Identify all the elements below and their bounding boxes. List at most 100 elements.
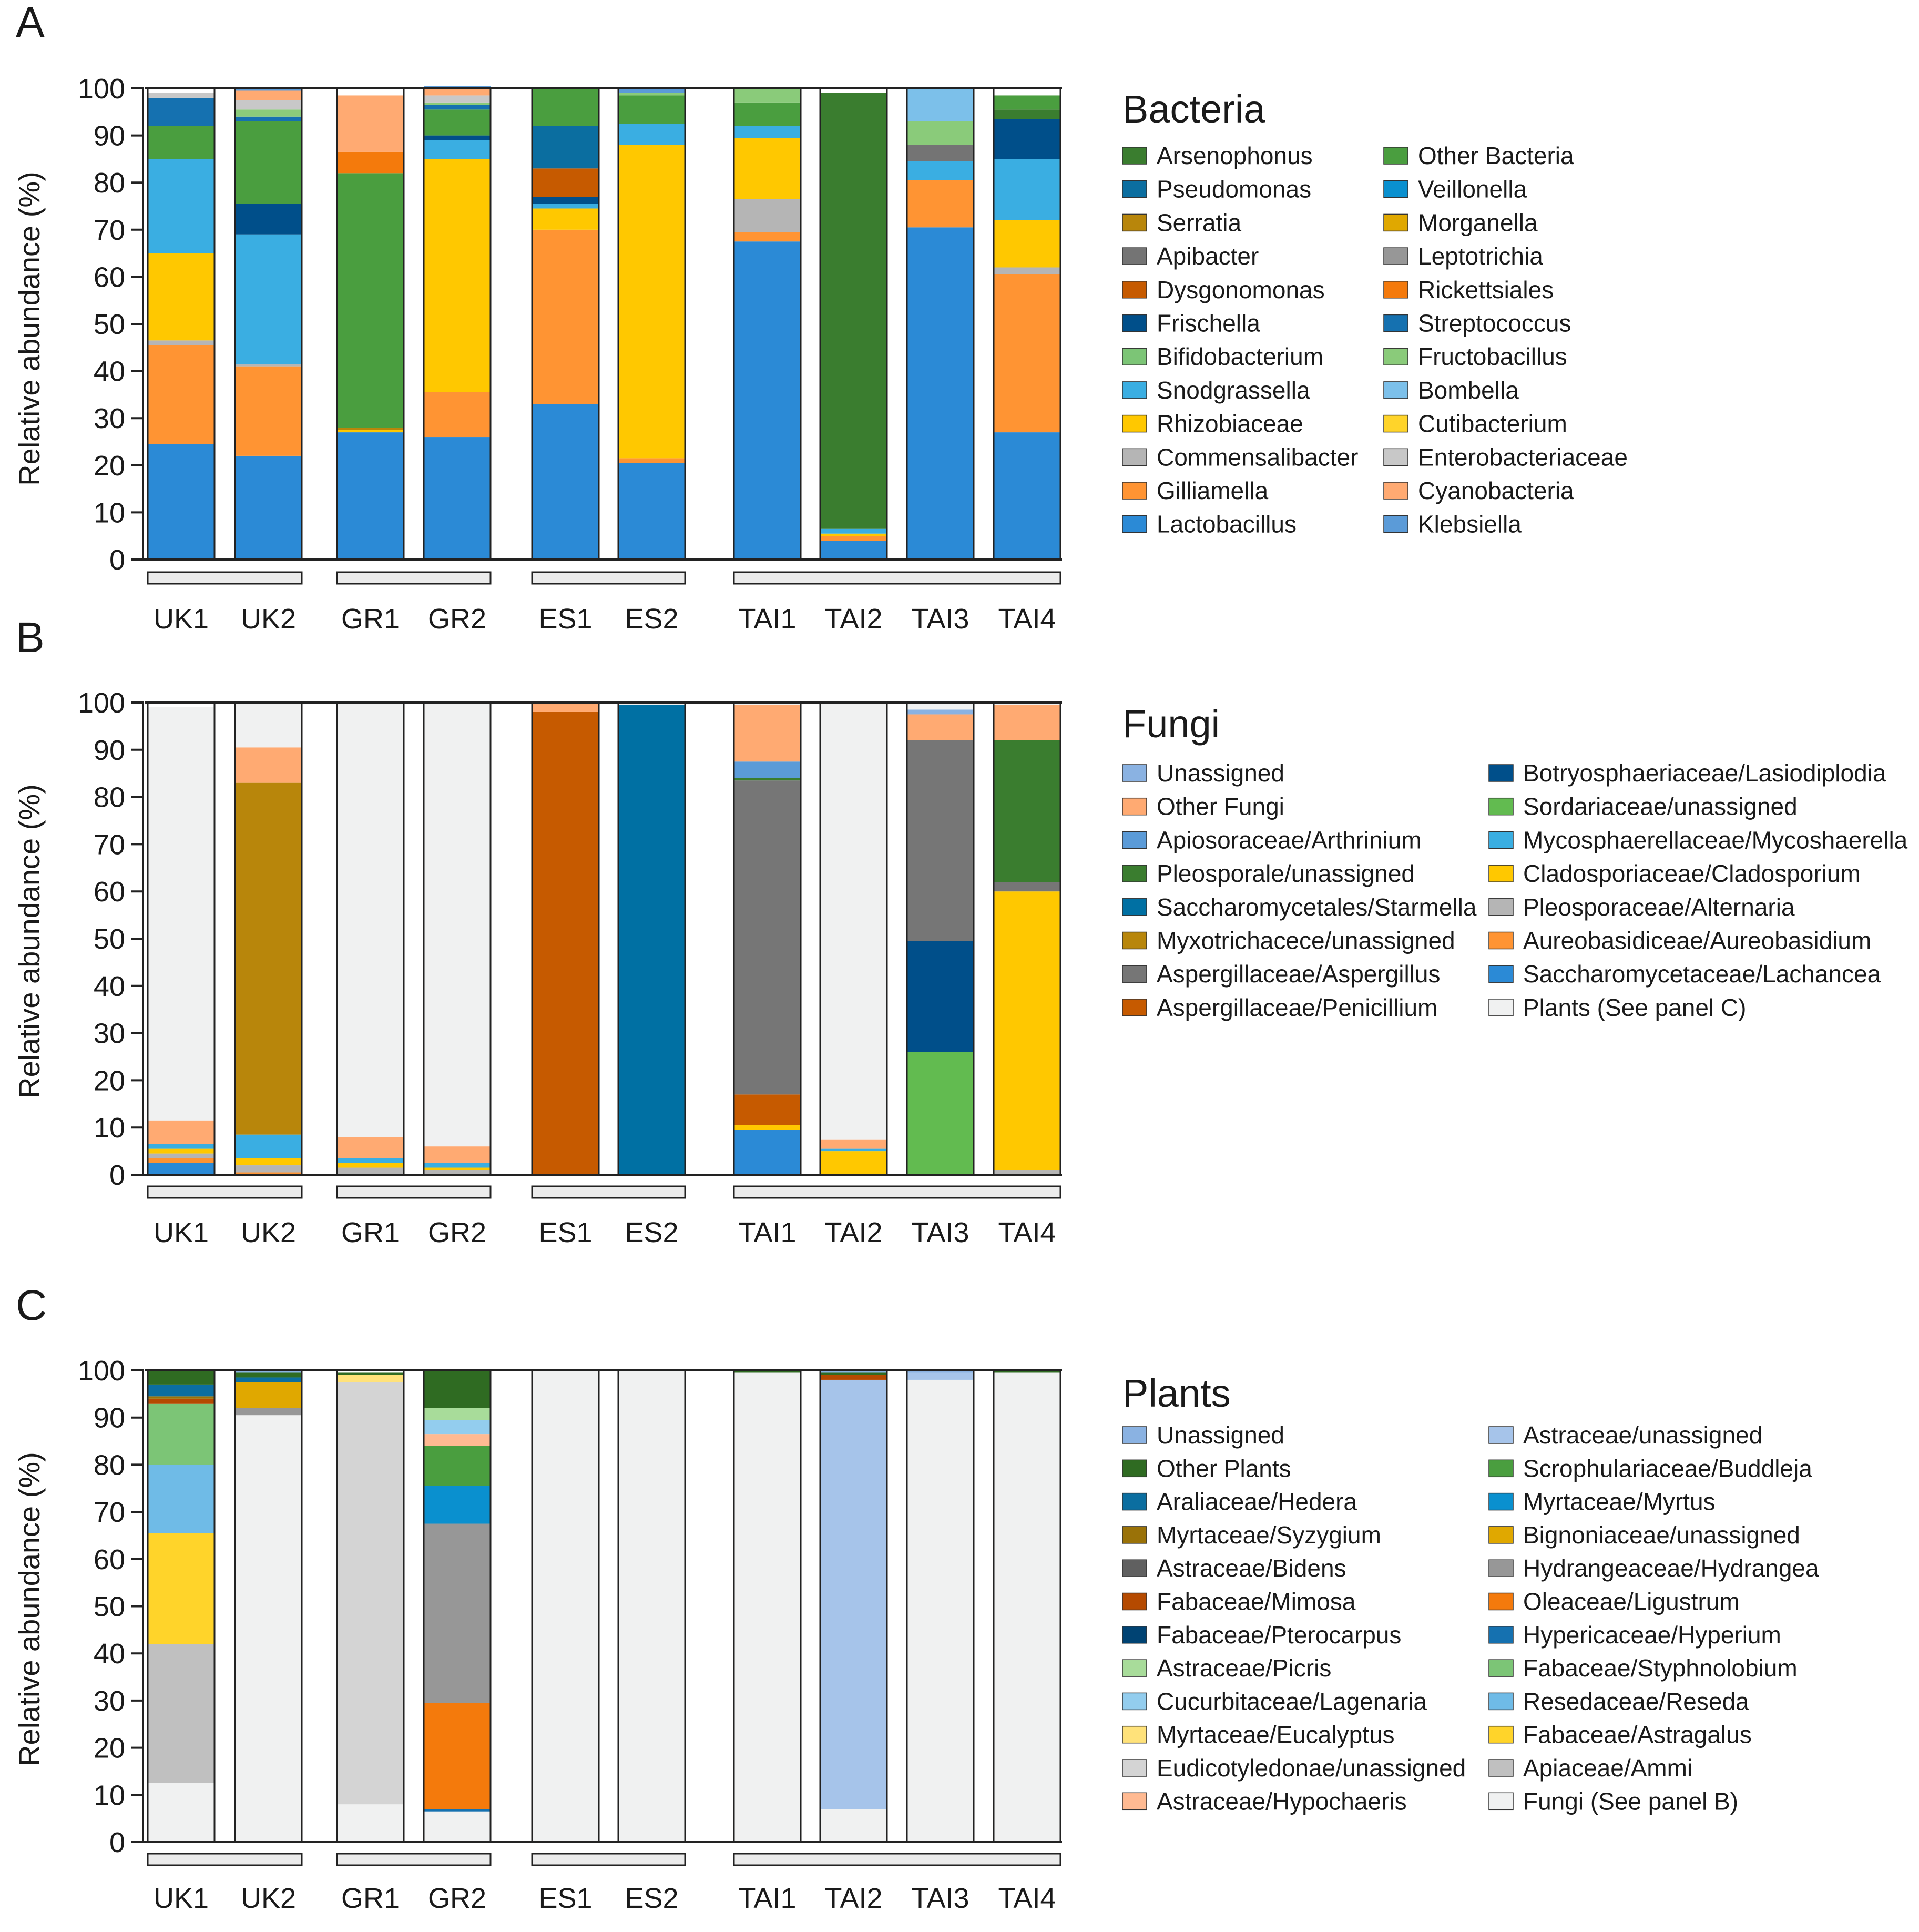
panel-b-y-tick-label: 10 [94,1112,125,1144]
segment-fungi-see-panel-b [235,1415,302,1842]
panel-b-bar-uk1 [147,701,216,1176]
legend-swatch-eudicotyledonae-unassigned [1122,1759,1147,1777]
legend-swatch-astraceae-unassigned [1488,1426,1514,1444]
legend-swatch-mycosphaerellaceae-mycoshaerella [1488,831,1514,849]
panel-b-group-brackets [147,1185,1061,1199]
legend-swatch-other-bacteria [1383,147,1408,165]
panel-c-y-ticks: 0 10 20 30 40 50 60 70 80 90 100 [78,1355,144,1858]
panel-c-legend-item: Astraceae/Picris [1122,1654,1331,1682]
panel-c-y-tick-label: 90 [94,1402,125,1434]
panel-c-legend-item: Fabaceae/Astragalus [1488,1721,1752,1748]
legend-swatch-rickettsiales [1383,281,1408,299]
segment-fungi-see-panel-b [907,1379,974,1842]
panel-a-y-tick-label: 90 [94,120,125,152]
panel-b-legend-item: Aspergillaceae/Penicillium [1122,994,1437,1021]
legend-swatch-dysgonomonas [1122,281,1147,299]
legend-label-cutibacterium: Cutibacterium [1418,410,1567,438]
segment-other-fungi [337,1137,404,1158]
panel-a-letter: A [16,0,45,46]
legend-label-unassigned: Unassigned [1157,759,1284,787]
segment-aspergillaceae-penicillium [532,711,599,1175]
segment-gilliamella [994,274,1060,433]
panel-c-x-label-gr2: GR2 [428,1883,486,1914]
legend-label-rhizobiaceae: Rhizobiaceae [1157,410,1303,438]
legend-swatch-commensalibacter [1122,448,1147,466]
panel-c-bar-tai4 [993,1369,1061,1843]
segment-streptococcus [148,97,215,126]
segment-arsenophonus [820,93,887,529]
legend-label-astraceae-hypochaeris: Astraceae/Hypochaeris [1157,1787,1407,1815]
legend-label-plants-see-panel-c: Plants (See panel C) [1523,994,1746,1021]
legend-swatch-rhizobiaceae [1122,414,1147,433]
legend-swatch-pleosporaceae-alternaria [1488,898,1514,916]
legend-label-enterobacteriaceae: Enterobacteriaceae [1418,443,1628,471]
segment-saccharomycetaceae-lachancea [148,1163,215,1175]
legend-label-aureobasidiceae-aureobasidium: Aureobasidiceae/Aureobasidium [1523,927,1871,954]
segment-cladosporiaceae-cladosporium [424,1167,491,1171]
segment-other-bacteria [235,121,302,204]
segment-gilliamella [235,366,302,456]
segment-streptococcus [235,116,302,121]
legend-swatch-scrophulariaceae-buddleja [1488,1459,1514,1478]
segment-frischella [424,135,491,140]
legend-label-cyanobacteria: Cyanobacteria [1418,477,1574,504]
legend-label-araliaceae-hedera: Araliaceae/Hedera [1157,1488,1357,1516]
segment-commensalibacter [994,267,1060,274]
legend-label-fabaceae-astragalus: Fabaceae/Astragalus [1523,1721,1752,1748]
segment-frischella [532,197,599,204]
panel-a-y-tick-label: 40 [94,356,125,388]
segment-araliaceae-hedera [235,1377,302,1382]
panel-b-legend-item: Unassigned [1122,759,1284,787]
segment-cladosporiaceae-cladosporium [337,1163,404,1168]
segment-gilliamella [532,229,599,404]
legend-label-aspergillaceae-aspergillus: Aspergillaceae/Aspergillus [1157,960,1441,988]
segment-hydrangeaceae-hydrangea [235,1408,302,1416]
legend-label-fabaceae-pterocarpus: Fabaceae/Pterocarpus [1157,1621,1401,1649]
panel-c-x-label-uk2: UK2 [241,1883,296,1914]
segment-other-fungi [532,703,599,712]
segment-myrtaceae-eucalyptus [337,1375,404,1382]
panel-c-x-label-uk1: UK1 [154,1883,209,1914]
panel-c-y-tick-label: 60 [94,1544,125,1575]
panel-a-legend-item: Pseudomonas [1122,176,1311,203]
panel-b-y-tick-label: 100 [78,687,125,719]
panel-c-legend-item: Fabaceae/Pterocarpus [1122,1621,1401,1649]
segment-gilliamella [734,232,801,242]
segment-fabaceae-astragalus [148,1533,215,1644]
panel-c-legend-item: Astraceae/Bidens [1122,1554,1346,1582]
panel-b-group-bracket [531,1185,686,1199]
segment-rhizobiaceae [734,138,801,199]
legend-swatch-astraceae-bidens [1122,1559,1147,1577]
segment-commensalibacter [148,340,215,345]
segment-cyanobacteria [424,88,491,96]
segment-plants-see-panel-c [820,703,887,1140]
segment-plants-see-panel-c [734,703,801,705]
segment-streptococcus [424,105,491,110]
segment-rhizobiaceae [337,430,404,433]
segment-fungi-see-panel-b [618,1370,685,1842]
panel-a-x-label-es1: ES1 [538,603,592,635]
legend-swatch-cutibacterium [1383,414,1408,433]
legend-label-hypericaceae-hyperium: Hypericaceae/Hyperium [1523,1621,1781,1649]
segment-other-fungi [424,1146,491,1163]
legend-label-fabaceae-mimosa: Fabaceae/Mimosa [1157,1588,1356,1615]
panel-a-bars [147,86,1061,561]
panel-c-group-brackets [147,1853,1061,1866]
panel-c-x-labels: UK1 UK2 GR1 GR2 ES1 ES2 TAI1 TAI2 TAI3 TAI4 [154,1883,1056,1914]
segment-resedaceae-reseda [148,1465,215,1533]
segment-gilliamella [820,536,887,541]
panel-a-x-label-uk2: UK2 [241,603,296,635]
panel-c-y-tick-label: 40 [94,1638,125,1670]
segment-unassigned [235,1370,302,1373]
segment-apiaceae-ammi [148,1644,215,1783]
legend-swatch-hydrangeaceae-hydrangea [1488,1559,1514,1577]
panel-c-legend-item: Unassigned [1122,1421,1284,1449]
panel-b-y-tick-label: 50 [94,923,125,955]
panel-c-legend-item: Scrophulariaceae/Buddleja [1488,1455,1812,1482]
panel-b-group-bracket [733,1185,1061,1199]
segment-aspergillaceae-aspergillus [907,740,974,941]
legend-label-astraceae-picris: Astraceae/Picris [1157,1654,1331,1682]
panel-c-x-label-es2: ES2 [625,1883,678,1914]
segment-mycosphaerellaceae-mycoshaerella [424,1163,491,1168]
panel-c-x-label-es1: ES1 [538,1883,592,1914]
